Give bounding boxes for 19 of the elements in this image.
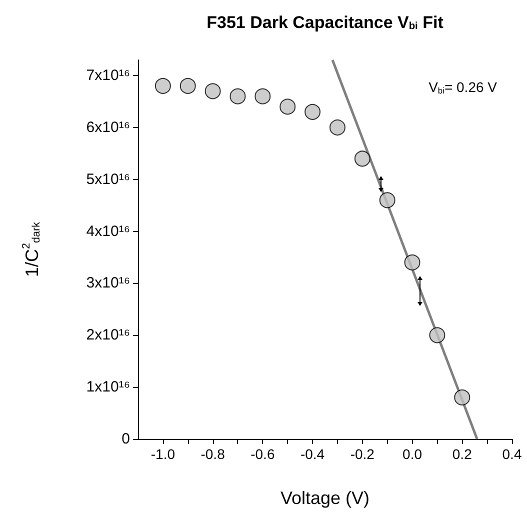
y-tick-label: 5x10¹⁶ (86, 170, 130, 188)
x-tick-label: -0.2 (350, 446, 375, 462)
x-tick-label: -1.0 (150, 446, 176, 462)
x-tick-label: -0.8 (200, 446, 226, 462)
y-tick-label: 6x10¹⁶ (86, 118, 130, 136)
y-axis-title: 1/C2dark (20, 221, 43, 278)
x-tick-label: -0.6 (250, 446, 275, 462)
x-tick-label: 0.2 (452, 446, 472, 462)
chart-title: F351 Dark Capacitance Vbi Fit (206, 12, 444, 32)
x-tick-label: 0.4 (502, 446, 522, 462)
y-tick-label: 7x10¹⁶ (86, 67, 130, 84)
y-tick-label: 1x10¹⁶ (86, 378, 130, 396)
y-tick-label: 3x10¹⁶ (86, 274, 130, 292)
y-tick-label: 4x10¹⁶ (86, 222, 130, 240)
y-tick-label: 2x10¹⁶ (86, 326, 130, 344)
y-tick-label: 0 (122, 430, 130, 448)
x-tick-label: -0.4 (300, 446, 325, 462)
x-axis-title: Voltage (V) (280, 488, 370, 508)
x-tick-label: 0.0 (402, 446, 422, 462)
